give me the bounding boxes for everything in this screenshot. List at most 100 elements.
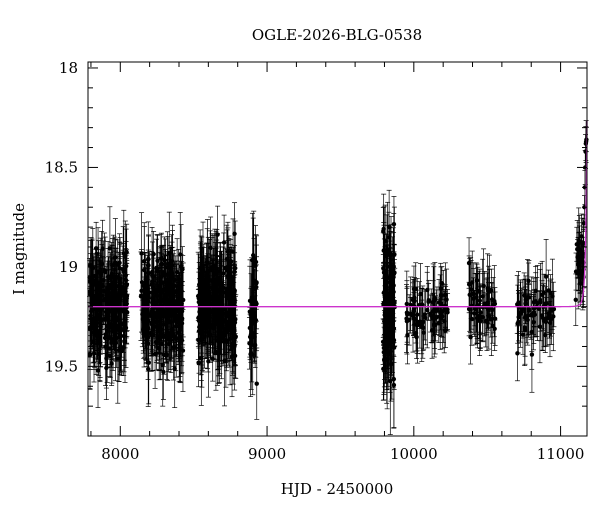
data-point xyxy=(154,319,160,324)
data-point xyxy=(413,330,419,336)
data-point xyxy=(229,315,235,321)
data-point xyxy=(579,274,585,279)
data-point xyxy=(442,319,447,324)
data-point xyxy=(141,327,146,332)
data-point xyxy=(215,232,220,237)
data-point xyxy=(199,331,204,336)
data-point xyxy=(171,302,176,307)
data-point xyxy=(146,366,151,372)
data-point xyxy=(207,332,213,337)
data-point xyxy=(163,322,168,327)
data-point xyxy=(93,246,99,251)
data-point xyxy=(248,311,254,317)
data-point xyxy=(121,333,127,339)
data-point xyxy=(177,325,182,330)
data-point xyxy=(146,360,151,365)
data-point xyxy=(436,320,441,326)
data-point xyxy=(154,293,159,298)
data-point xyxy=(439,301,444,307)
data-point xyxy=(92,273,98,279)
data-point xyxy=(169,326,175,332)
data-point xyxy=(529,329,534,335)
data-point xyxy=(381,366,386,372)
data-point xyxy=(492,316,498,321)
data-point xyxy=(115,284,121,289)
data-point xyxy=(180,297,186,303)
data-point xyxy=(525,317,530,323)
data-point xyxy=(226,296,231,301)
data-point xyxy=(103,332,108,337)
data-point xyxy=(203,283,208,288)
data-point xyxy=(221,311,226,316)
data-point xyxy=(550,294,555,299)
data-point xyxy=(139,280,145,285)
data-point xyxy=(421,330,426,335)
data-point xyxy=(102,297,108,303)
data-point xyxy=(151,305,157,310)
data-point xyxy=(478,310,483,315)
data-point xyxy=(123,277,128,282)
data-point xyxy=(90,288,95,293)
data-point xyxy=(102,335,108,341)
data-point xyxy=(167,250,172,256)
data-point xyxy=(531,319,536,325)
data-point xyxy=(391,271,397,277)
data-point xyxy=(434,314,439,320)
data-point xyxy=(110,328,116,334)
data-point xyxy=(116,323,121,328)
data-point xyxy=(429,328,435,333)
data-point xyxy=(122,292,128,298)
data-point xyxy=(544,301,549,306)
data-point xyxy=(252,334,257,340)
data-point xyxy=(221,271,226,276)
data-point xyxy=(91,320,96,325)
data-point xyxy=(199,336,204,342)
data-point xyxy=(382,358,387,363)
data-point xyxy=(520,306,526,312)
data-point xyxy=(179,337,184,343)
data-point xyxy=(165,337,170,342)
data-point xyxy=(139,288,144,294)
data-point xyxy=(119,348,124,354)
data-point xyxy=(209,267,215,273)
data-point xyxy=(95,368,101,373)
data-point xyxy=(404,301,410,307)
data-point xyxy=(88,316,94,322)
data-point xyxy=(531,300,537,305)
data-point xyxy=(232,353,238,359)
data-point xyxy=(383,321,388,327)
data-point xyxy=(467,292,472,297)
data-point xyxy=(149,282,154,287)
data-point xyxy=(123,254,128,259)
data-point xyxy=(176,283,181,288)
data-point xyxy=(139,251,144,256)
data-point xyxy=(581,240,586,246)
data-point xyxy=(159,288,164,293)
data-point xyxy=(108,295,114,300)
data-point xyxy=(210,356,215,361)
data-point xyxy=(110,263,115,268)
data-point xyxy=(95,286,100,291)
data-point xyxy=(160,298,165,303)
data-point xyxy=(154,265,159,270)
data-point xyxy=(172,277,178,283)
data-point xyxy=(382,270,387,276)
data-point xyxy=(380,339,386,344)
data-point xyxy=(145,335,151,340)
data-point xyxy=(228,310,234,316)
data-point xyxy=(383,238,388,244)
data-point xyxy=(383,318,388,324)
data-point xyxy=(232,327,237,332)
data-point xyxy=(155,309,161,315)
data-point xyxy=(87,279,92,284)
data-point xyxy=(515,321,520,326)
data-point xyxy=(151,316,156,322)
data-point xyxy=(217,345,222,350)
data-point xyxy=(205,260,210,265)
data-point xyxy=(382,331,388,337)
data-point xyxy=(104,352,110,358)
data-point xyxy=(381,345,387,351)
data-point xyxy=(99,317,105,322)
data-point xyxy=(228,259,234,264)
data-point xyxy=(199,355,204,361)
